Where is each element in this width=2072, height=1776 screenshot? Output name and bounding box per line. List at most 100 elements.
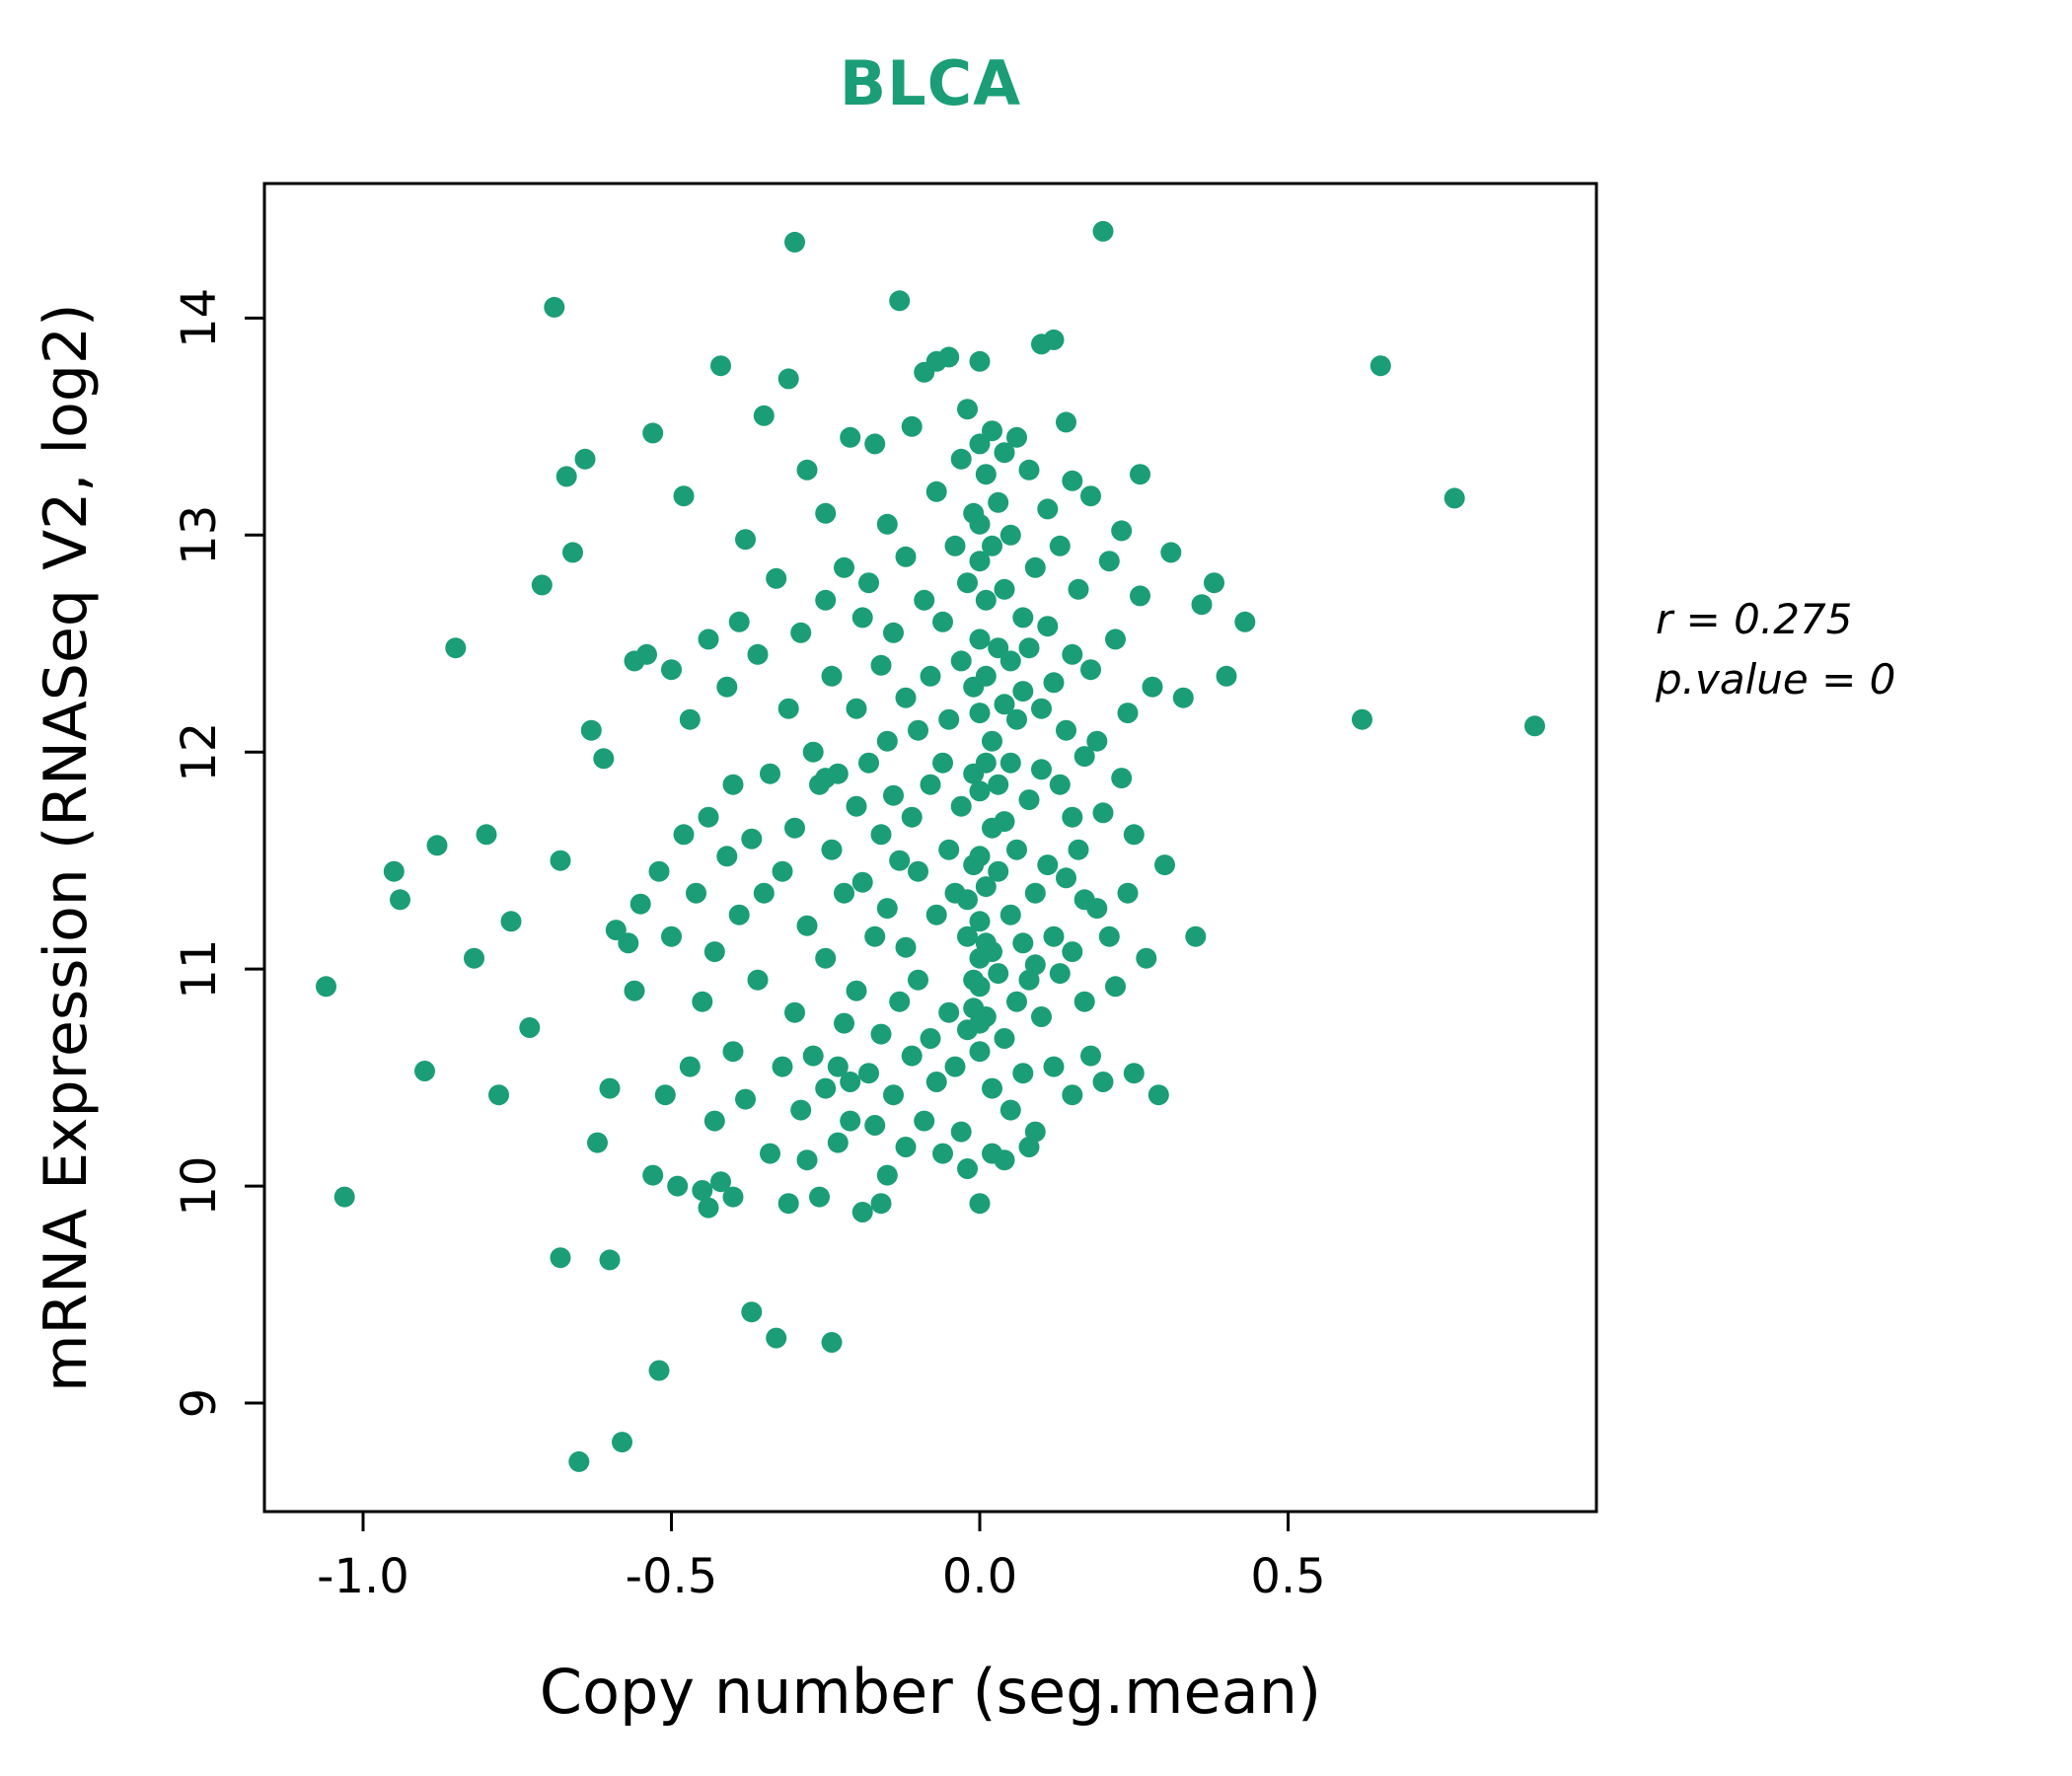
data-point [500,911,522,932]
data-point [920,665,941,687]
data-point [994,694,1015,715]
y-tick-label: 13 [172,505,227,565]
data-point [661,925,682,947]
data-point [840,1110,861,1132]
data-point [969,780,991,802]
data-point [957,1158,978,1179]
correlation-annotation: r = 0.275 p.value = 0 [1656,590,1895,710]
x-axis-label: Copy number (seg.mean) [539,1656,1322,1728]
data-point [999,650,1021,672]
data-point [851,871,873,893]
y-tick-label: 10 [172,1156,227,1217]
data-point [1006,991,1027,1012]
data-point [531,574,553,596]
data-point [1043,1056,1065,1077]
data-point [790,1099,812,1121]
data-point [772,1056,793,1077]
data-point [994,811,1015,833]
data-point [999,524,1021,546]
data-point [975,665,997,687]
x-tick-label: 0.5 [1250,1549,1325,1604]
data-point [784,817,805,839]
data-point [673,485,695,507]
data-point [969,513,991,535]
data-point [895,687,917,708]
data-point [716,846,738,867]
data-point [809,1186,830,1208]
data-point [1037,854,1059,876]
data-point [1191,594,1213,616]
data-point [1024,882,1046,904]
data-point [735,1088,756,1110]
data-point [982,1077,1002,1099]
data-point [654,1084,676,1106]
plot-border [262,182,1598,1514]
data-point [612,1432,632,1453]
data-point [618,932,639,954]
data-point [673,824,695,846]
data-point [908,719,928,741]
data-point [1123,824,1145,846]
data-point [895,936,917,958]
data-point [846,698,867,719]
plot-title: BLCA [839,47,1022,119]
data-point [1142,676,1163,698]
data-point [667,1175,689,1197]
data-point [414,1061,435,1081]
data-point [686,882,706,904]
data-point [938,708,960,730]
data-point [796,459,818,481]
data-point [629,893,651,915]
data-point [802,1045,824,1067]
data-point [555,466,577,487]
data-point [1080,485,1101,507]
data-point [969,629,991,650]
data-point [914,589,935,611]
data-point [827,763,849,784]
x-tick-label: -0.5 [626,1549,718,1604]
data-point [1147,1084,1169,1106]
data-point [889,290,911,312]
data-point [1006,426,1027,448]
data-point [692,1180,713,1201]
data-point [988,860,1009,882]
data-point [488,1084,509,1106]
data-point [938,839,960,860]
data-point [932,1143,953,1164]
data-point [999,904,1021,925]
data-point [1111,768,1133,789]
data-point [870,1023,892,1045]
data-point [1031,698,1052,719]
data-point [975,1006,997,1027]
data-point [858,1063,879,1084]
data-point [722,774,744,795]
data-point [1234,611,1256,632]
data-point [1117,703,1139,724]
data-point [957,399,978,420]
data-point [766,1327,787,1349]
data-point [605,920,627,941]
data-point [827,1056,849,1077]
data-point [901,1045,923,1067]
data-point [982,535,1002,556]
data-point [476,824,497,846]
data-point [950,650,972,672]
data-point [969,846,991,867]
data-point [1024,1121,1046,1143]
data-point [908,969,928,991]
data-point [1012,1063,1034,1084]
data-point [562,542,583,563]
data-point [642,422,664,444]
data-point [908,860,928,882]
data-point [994,1028,1015,1049]
data-point [1098,551,1120,572]
y-tick-label: 14 [172,288,227,348]
data-point [883,784,904,806]
data-point [1130,585,1150,607]
data-point [815,502,837,524]
data-point [703,1110,725,1132]
data-point [938,346,960,368]
data-point [994,578,1015,600]
data-point [876,898,898,920]
